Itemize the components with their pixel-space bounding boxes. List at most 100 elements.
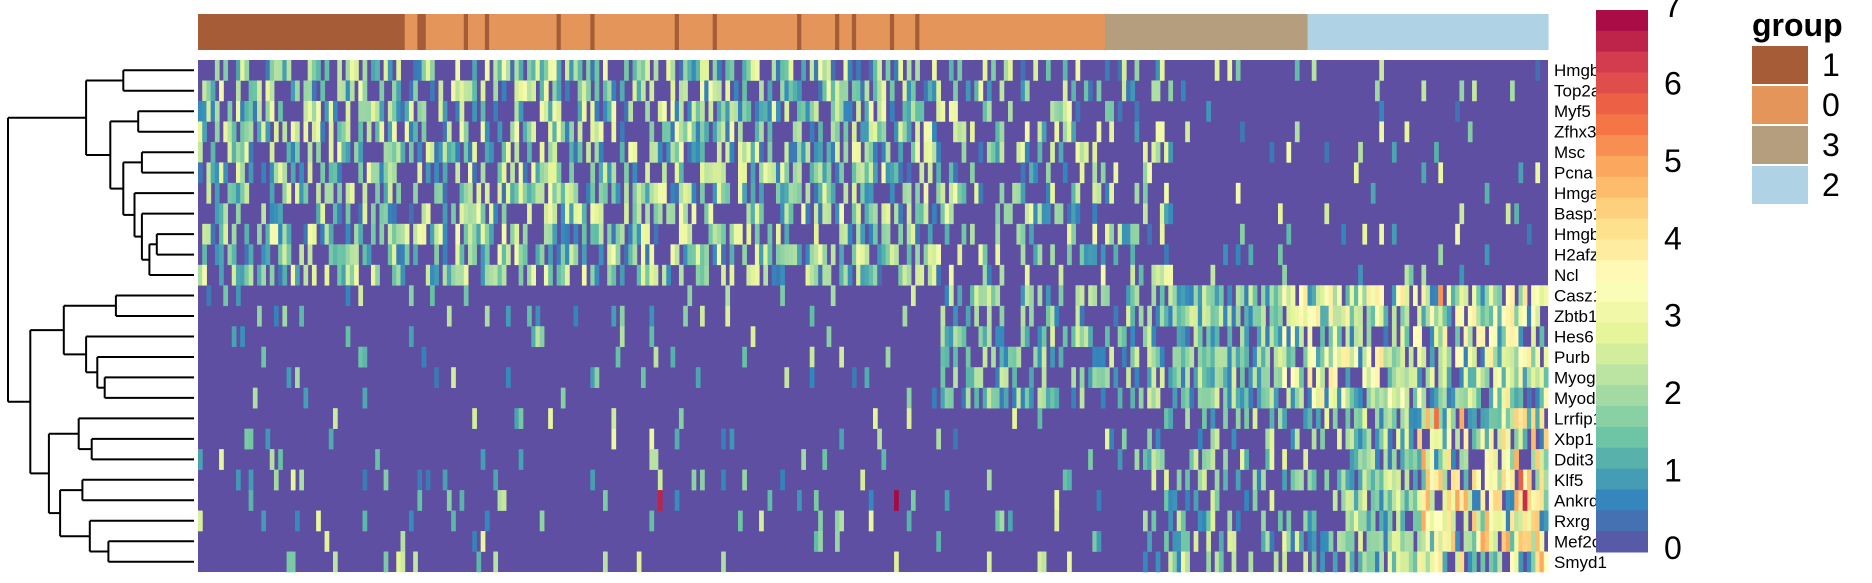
heatmap-cell <box>775 162 781 184</box>
heatmap-cell <box>1531 285 1536 307</box>
heatmap-cell <box>619 80 625 102</box>
heatmap-cell <box>1488 326 1494 348</box>
group-annotation-cell <box>624 14 629 50</box>
heatmap-cell <box>1480 346 1486 368</box>
heatmap-cell <box>472 223 477 245</box>
heatmap-cell <box>1218 285 1224 307</box>
heatmap-cell <box>1488 346 1494 368</box>
heatmap-cell <box>961 141 967 163</box>
heatmap-cell <box>328 121 334 143</box>
heatmap-cell <box>1484 449 1490 470</box>
heatmap-cell <box>1041 203 1047 225</box>
heatmap-cell <box>873 121 878 143</box>
heatmap-cell <box>746 203 752 225</box>
heatmap-cell <box>1438 346 1444 368</box>
heatmap-cell <box>476 203 482 225</box>
heatmap-cell <box>1493 326 1498 348</box>
heatmap-cell <box>1358 428 1363 450</box>
heatmap-cell <box>202 121 207 143</box>
group-annotation-cell <box>775 14 781 50</box>
heatmap-cell <box>1261 469 1266 491</box>
heatmap-cell <box>1375 367 1380 388</box>
heatmap-cell <box>1206 305 1211 327</box>
heatmap-cell <box>1518 469 1524 491</box>
heatmap-cell <box>704 264 709 286</box>
heatmap-cell <box>771 264 777 286</box>
heatmap-cell <box>535 182 541 204</box>
heatmap-cell <box>552 223 558 245</box>
heatmap-cell <box>1514 449 1519 470</box>
group-annotation-cell <box>915 14 921 50</box>
heatmap-cell <box>1472 531 1477 552</box>
heatmap-cell <box>1159 367 1165 388</box>
heatmap-cell <box>1299 367 1304 388</box>
group-annotation-cell <box>1147 14 1153 50</box>
heatmap-cell <box>1501 531 1507 552</box>
heatmap-cell <box>995 285 1001 307</box>
heatmap-cell <box>999 80 1005 102</box>
heatmap-cell <box>738 510 743 532</box>
color-scale-swatch <box>1596 510 1648 532</box>
heatmap-cell <box>970 223 975 245</box>
heatmap-cell <box>455 223 461 245</box>
heatmap-cell <box>1459 490 1465 511</box>
heatmap-cell <box>944 490 950 511</box>
heatmap-cell <box>446 490 452 511</box>
heatmap-cell <box>632 182 638 204</box>
heatmap-cell <box>687 182 693 204</box>
heatmap-cell <box>936 244 941 266</box>
heatmap-cell <box>1539 326 1545 348</box>
heatmap-cell <box>1404 531 1410 552</box>
heatmap-cell <box>1164 469 1169 491</box>
heatmap-cell <box>632 162 638 184</box>
heatmap-cell <box>1518 531 1524 552</box>
heatmap-cell <box>514 223 520 245</box>
heatmap-cell <box>809 121 815 143</box>
heatmap-cell <box>742 182 747 204</box>
heatmap-cell <box>1045 60 1051 81</box>
heatmap-cell <box>1273 387 1279 409</box>
heatmap-cell <box>1497 408 1503 429</box>
heatmap-cell <box>805 100 811 122</box>
group-annotation-cell <box>1045 14 1051 50</box>
heatmap-cell <box>944 285 950 307</box>
heatmap-cell <box>1484 182 1490 204</box>
group-annotation-cell <box>1434 14 1439 50</box>
heatmap-cell <box>425 203 431 225</box>
heatmap-cell <box>683 203 688 225</box>
heatmap-cell <box>1488 469 1494 491</box>
heatmap-cell <box>995 121 1001 143</box>
heatmap-cell <box>299 182 304 204</box>
heatmap-cell <box>915 264 920 286</box>
heatmap-cell <box>1105 428 1110 450</box>
heatmap-cell <box>754 60 760 81</box>
heatmap-cell <box>531 60 536 81</box>
heatmap-cell <box>649 510 655 532</box>
heatmap-cell <box>1467 551 1473 573</box>
heatmap-cell <box>552 141 558 163</box>
heatmap-cell <box>653 346 659 368</box>
heatmap-cell <box>273 305 279 327</box>
heatmap-cell <box>885 141 891 163</box>
heatmap-cell <box>767 490 773 511</box>
heatmap-cell <box>788 244 794 266</box>
heatmap-cell <box>1240 387 1245 409</box>
heatmap-cell <box>341 121 347 143</box>
heatmap-cell <box>1514 408 1519 429</box>
heatmap-cell <box>784 182 790 204</box>
heatmap-cell <box>603 551 608 573</box>
heatmap-cell <box>636 223 642 245</box>
heatmap-cell <box>1383 346 1389 368</box>
heatmap-cell <box>1417 408 1422 429</box>
heatmap-cell <box>809 60 815 81</box>
heatmap-cell <box>1442 490 1448 511</box>
heatmap-cell <box>1510 367 1515 388</box>
heatmap-cell <box>392 162 397 184</box>
heatmap-cell <box>1269 408 1275 429</box>
heatmap-cell <box>1172 285 1178 307</box>
heatmap-cell <box>1455 428 1460 450</box>
heatmap-cell <box>1400 326 1406 348</box>
heatmap-cell <box>1083 326 1089 348</box>
heatmap-cell <box>1206 449 1211 470</box>
heatmap-cell <box>923 182 929 204</box>
